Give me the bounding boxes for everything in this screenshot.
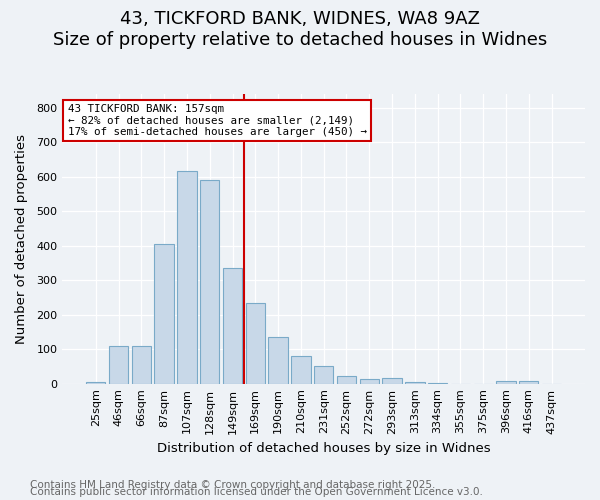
Bar [428, 382, 447, 384]
Bar [177, 172, 197, 384]
Bar [154, 244, 174, 384]
Text: Contains HM Land Registry data © Crown copyright and database right 2025.: Contains HM Land Registry data © Crown c… [30, 480, 436, 490]
Bar [359, 378, 379, 384]
Bar [109, 346, 128, 384]
Bar [200, 180, 220, 384]
Text: 43 TICKFORD BANK: 157sqm
← 82% of detached houses are smaller (2,149)
17% of sem: 43 TICKFORD BANK: 157sqm ← 82% of detach… [68, 104, 367, 137]
Bar [337, 376, 356, 384]
Y-axis label: Number of detached properties: Number of detached properties [15, 134, 28, 344]
Bar [131, 346, 151, 384]
Text: 43, TICKFORD BANK, WIDNES, WA8 9AZ
Size of property relative to detached houses : 43, TICKFORD BANK, WIDNES, WA8 9AZ Size … [53, 10, 547, 49]
X-axis label: Distribution of detached houses by size in Widnes: Distribution of detached houses by size … [157, 442, 490, 455]
Text: Contains public sector information licensed under the Open Government Licence v3: Contains public sector information licen… [30, 487, 483, 497]
Bar [268, 337, 288, 384]
Bar [314, 366, 334, 384]
Bar [382, 378, 402, 384]
Bar [245, 302, 265, 384]
Bar [405, 382, 425, 384]
Bar [223, 268, 242, 384]
Bar [496, 382, 515, 384]
Bar [86, 382, 106, 384]
Bar [291, 356, 311, 384]
Bar [519, 381, 538, 384]
